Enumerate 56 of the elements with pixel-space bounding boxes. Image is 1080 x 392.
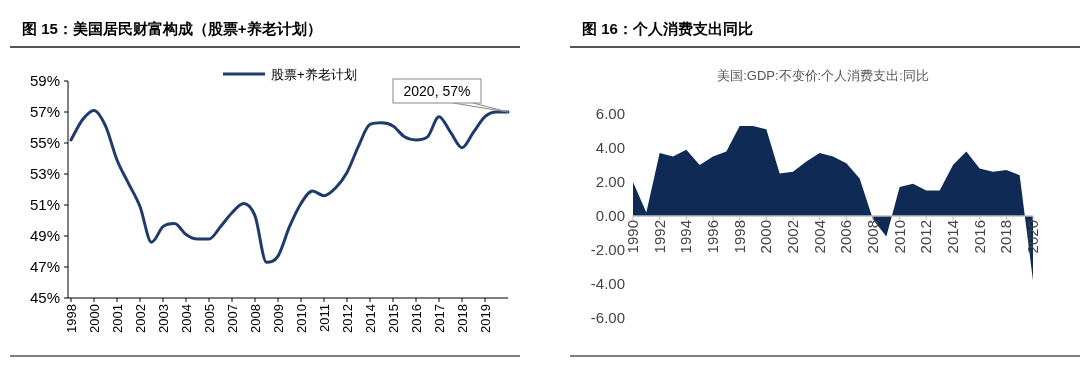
x-tick-label: 2004 (179, 304, 194, 333)
x-tick-label: 2007 (225, 304, 240, 333)
line-series (69, 108, 510, 264)
y-tick-label: 59% (29, 72, 60, 89)
x-tick-label: 2001 (110, 304, 125, 333)
x-tick-label: 2016 (409, 304, 424, 333)
x-tick-label: 2009 (271, 304, 286, 333)
x-tick-label: 2011 (317, 304, 332, 332)
chart-subtitle: 美国:GDP:不变价:个人消费支出:同比 (717, 68, 929, 83)
x-tick-label: 2010 (890, 220, 908, 254)
y-tick-label: 45% (29, 289, 60, 306)
y-tick-label: -6.00 (590, 309, 625, 326)
x-tick-label: 1998 (64, 304, 79, 333)
y-tick-label: 49% (29, 227, 60, 244)
x-tick-label: 2020 (1024, 220, 1041, 254)
y-tick-label: 47% (29, 258, 60, 275)
x-tick-label: 2018 (455, 304, 470, 333)
x-tick-label: 2008 (864, 220, 881, 254)
x-tick-label: 1994 (677, 220, 695, 254)
x-tick-label: 2014 (363, 304, 378, 333)
x-tick-label: 2016 (970, 220, 988, 254)
chart-title: 图 15：美国居民财富构成（股票+养老计划） (22, 20, 322, 37)
x-tick-label: 2002 (784, 220, 801, 254)
chart-title: 图 16：个人消费支出同比 (582, 20, 753, 37)
x-tick-label: 2002 (133, 304, 148, 333)
x-tick-label: 2018 (997, 220, 1015, 254)
y-tick-label: -2.00 (590, 241, 625, 258)
x-tick-label: 2000 (757, 220, 775, 254)
x-tick-label: 2003 (156, 304, 171, 333)
x-tick-label: 2004 (810, 220, 828, 254)
x-tick-label: 2012 (917, 220, 935, 254)
y-tick-label: 53% (29, 165, 60, 182)
y-tick-label: 55% (29, 134, 60, 151)
x-tick-label: 2006 (837, 220, 855, 254)
x-tick-label: 1996 (704, 220, 721, 254)
x-tick-label: 1990 (624, 220, 641, 254)
x-tick-label: 2000 (87, 304, 102, 333)
y-tick-label: 0.00 (595, 207, 625, 224)
x-tick-label: 2014 (944, 220, 961, 254)
x-tick-label: 2005 (202, 304, 217, 333)
annotation: 2020, 57% (403, 83, 471, 99)
x-tick-label: 2019 (478, 304, 493, 333)
y-tick-label: 4.00 (595, 139, 625, 156)
x-tick-label: 2012 (340, 304, 355, 333)
legend-label: 股票+养老计划 (271, 67, 357, 82)
x-tick-label: 1992 (650, 220, 668, 254)
x-tick-label: 2015 (386, 304, 401, 333)
y-tick-label: -4.00 (590, 275, 625, 292)
y-tick-label: 2.00 (595, 173, 625, 190)
y-tick-label: 51% (29, 196, 60, 213)
x-tick-label: 2017 (432, 304, 447, 333)
y-tick-label: 57% (29, 103, 60, 120)
x-tick-label: 2008 (248, 304, 263, 333)
x-tick-label: 2010 (294, 304, 309, 333)
x-tick-label: 1998 (730, 220, 748, 254)
y-tick-label: 6.00 (595, 105, 625, 122)
